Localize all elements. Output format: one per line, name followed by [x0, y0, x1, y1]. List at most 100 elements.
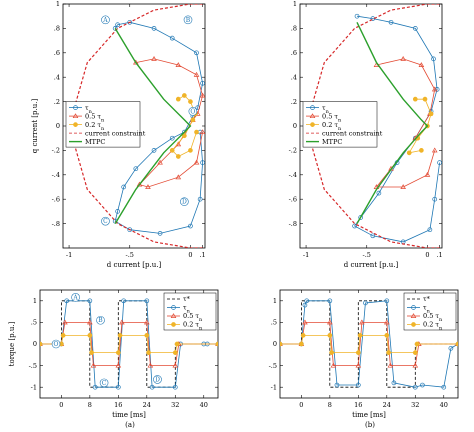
- data-point: [432, 196, 438, 202]
- y-tick-label: -.6: [52, 195, 60, 203]
- data-point: [87, 333, 93, 338]
- data-point: [197, 196, 203, 202]
- data-point: [431, 56, 436, 62]
- data-point: [309, 113, 316, 119]
- annotation-label: O: [190, 108, 195, 115]
- y-tick-label: .8: [54, 25, 60, 33]
- data-point: [151, 148, 157, 153]
- caption-a: (a): [125, 421, 135, 429]
- data-point: [302, 319, 308, 325]
- data-point: [182, 93, 187, 98]
- data-point: [174, 341, 180, 347]
- data-point: [384, 333, 390, 338]
- data-point: [172, 384, 178, 390]
- x-tick-label: 0: [299, 401, 303, 409]
- data-point: [455, 341, 458, 347]
- data-point: [386, 350, 391, 355]
- legend-label: 0.5 τn: [183, 312, 203, 323]
- data-point: [420, 382, 425, 388]
- data-point: [400, 56, 406, 61]
- annotation-label: A: [72, 294, 78, 301]
- data-point: [388, 19, 394, 25]
- y-tick-label: -1: [271, 383, 277, 391]
- data-point: [115, 362, 122, 368]
- data-point: [299, 341, 304, 347]
- caption-b: (b): [365, 421, 375, 429]
- x-tick-label: .1: [436, 251, 442, 259]
- annotation-label: C: [102, 380, 107, 387]
- data-point: [310, 122, 315, 127]
- data-point: [171, 305, 176, 310]
- data-point: [147, 362, 154, 368]
- data-point: [190, 117, 196, 123]
- data-point: [359, 319, 365, 325]
- data-point: [92, 384, 98, 390]
- data-point: [199, 92, 205, 98]
- data-point: [384, 298, 390, 304]
- data-point: [193, 71, 200, 77]
- x-axis-label: d current [p.u.]: [107, 261, 162, 269]
- x-tick-label: 24: [143, 401, 151, 409]
- data-point: [302, 302, 308, 308]
- legend-label: τn: [85, 104, 93, 115]
- data-point: [428, 111, 434, 117]
- data-point: [169, 148, 175, 153]
- data-point: [406, 150, 412, 156]
- legend-label: τn: [423, 304, 431, 315]
- annotation-circle: [180, 197, 189, 206]
- x-tick-label: 0: [59, 401, 63, 409]
- data-point: [330, 362, 337, 368]
- x-tick-label: 24: [383, 401, 391, 409]
- legend-label: MTPC: [322, 138, 342, 146]
- data-point: [327, 298, 333, 304]
- y-tick-label: 0: [273, 340, 277, 348]
- series-line: [114, 28, 192, 224]
- data-point: [175, 174, 182, 180]
- legend-label: 0.2 τn: [423, 321, 443, 332]
- data-point: [170, 313, 177, 318]
- data-point: [412, 350, 418, 355]
- series-line: [114, 21, 204, 234]
- annotation-circle: [188, 107, 198, 116]
- data-point: [422, 96, 428, 102]
- series-line: [40, 321, 218, 367]
- data-point: [300, 333, 306, 338]
- data-point: [441, 384, 447, 390]
- data-point: [144, 298, 150, 304]
- annotation-label: D: [155, 376, 160, 383]
- y-tick-label: -.2: [52, 147, 60, 155]
- data-point: [193, 159, 200, 165]
- annotation-label: B: [186, 17, 191, 24]
- data-point: [115, 22, 120, 28]
- annotation-circle: [101, 15, 110, 25]
- data-point: [358, 215, 364, 220]
- data-point: [73, 105, 78, 110]
- annotation-circle: [99, 378, 109, 388]
- data-point: [355, 382, 361, 388]
- y-tick-label: .4: [54, 73, 60, 81]
- data-point: [149, 384, 155, 390]
- series-line: [354, 15, 440, 243]
- data-point: [412, 362, 419, 368]
- data-point: [357, 333, 363, 338]
- data-point: [157, 231, 163, 236]
- y-tick-label: -.6: [289, 195, 297, 203]
- data-point: [327, 333, 333, 338]
- legend-label: 0.2 τn: [322, 121, 342, 132]
- legend-label: τn: [183, 304, 191, 315]
- data-point: [418, 62, 425, 67]
- data-point: [143, 319, 150, 325]
- legend-label: τ*: [183, 295, 191, 303]
- panel-bottom-left: 0 8 16 24 32 40 -1 -.5 0 .5 1 time [ms] torque [p.u.…: [8, 289, 219, 419]
- data-point: [172, 362, 179, 368]
- y-tick-label: 0: [56, 122, 60, 130]
- data-point: [144, 333, 150, 338]
- data-point: [151, 26, 157, 31]
- x-tick-label: 16: [354, 401, 362, 409]
- legend-label: 0.5 τn: [85, 112, 105, 123]
- data-point: [121, 184, 127, 190]
- data-point: [119, 319, 125, 325]
- x-tick-label: .1: [199, 251, 205, 259]
- series-line: [280, 334, 458, 354]
- data-point: [424, 171, 431, 177]
